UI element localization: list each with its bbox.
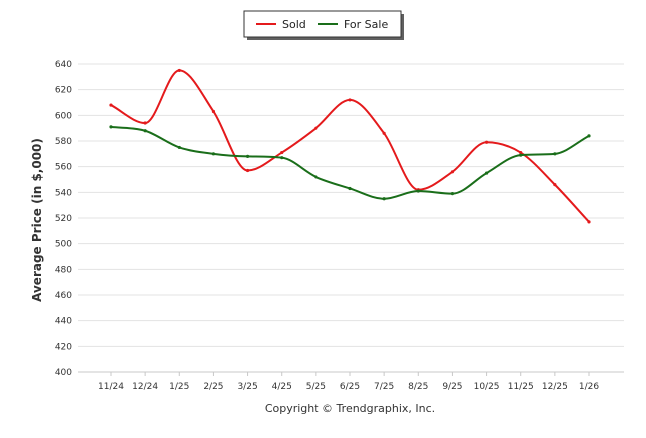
data-point-for-sale[interactable] xyxy=(245,154,250,158)
y-tick-label: 580 xyxy=(55,137,72,147)
series-line-sold[interactable] xyxy=(110,69,590,223)
data-point-sold[interactable] xyxy=(450,170,455,174)
data-point-sold[interactable] xyxy=(587,220,591,224)
x-tick-label: 5/25 xyxy=(306,382,326,392)
y-tick-label: 400 xyxy=(55,368,72,378)
data-point-for-sale[interactable] xyxy=(143,129,147,133)
data-point-sold[interactable] xyxy=(245,168,250,173)
series-group xyxy=(109,68,591,224)
x-tick-label: 10/25 xyxy=(474,382,500,392)
data-point-for-sale[interactable] xyxy=(450,192,455,196)
data-point-for-sale[interactable] xyxy=(177,145,181,150)
x-tick-label: 1/26 xyxy=(579,382,599,392)
y-tick-label: 460 xyxy=(55,291,72,301)
data-point-sold[interactable] xyxy=(382,131,386,135)
y-tick-label: 500 xyxy=(55,240,72,250)
data-point-for-sale[interactable] xyxy=(211,152,216,156)
y-tick-label: 480 xyxy=(55,265,72,275)
x-tick-label: 9/25 xyxy=(442,382,462,392)
y-tick-label: 640 xyxy=(55,60,72,70)
data-point-for-sale[interactable] xyxy=(314,175,318,179)
data-point-sold[interactable] xyxy=(484,140,489,144)
x-tick-label: 1/25 xyxy=(169,382,189,392)
data-point-for-sale[interactable] xyxy=(382,197,386,201)
data-point-for-sale[interactable] xyxy=(553,152,557,156)
data-point-sold[interactable] xyxy=(348,98,352,102)
data-point-for-sale[interactable] xyxy=(416,189,420,193)
x-tick-label: 11/25 xyxy=(508,382,534,392)
x-tick-label: 2/25 xyxy=(203,382,223,392)
y-tick-label: 420 xyxy=(55,342,72,352)
x-tick-label: 3/25 xyxy=(237,382,257,392)
y-tick-label: 620 xyxy=(55,86,72,96)
data-point-sold[interactable] xyxy=(553,183,557,187)
data-point-sold[interactable] xyxy=(211,109,216,114)
y-tick-label: 520 xyxy=(55,214,72,224)
series-for-sale xyxy=(109,125,591,201)
x-tick-label: 12/25 xyxy=(542,382,568,392)
legend: Sold For Sale xyxy=(243,10,404,40)
x-tick-label: 4/25 xyxy=(272,382,292,392)
x-tick-label: 6/25 xyxy=(340,382,360,392)
series-sold xyxy=(109,68,591,224)
data-point-sold[interactable] xyxy=(109,103,113,107)
x-tick-label: 7/25 xyxy=(374,382,394,392)
data-point-sold[interactable] xyxy=(280,150,284,155)
data-point-for-sale[interactable] xyxy=(484,171,489,175)
axes: 400 420 440 460 480 500 520 540 560 580 600 620 640 1… xyxy=(55,60,624,392)
y-axis-title: Average Price (in $,000) xyxy=(30,138,44,302)
data-point-for-sale[interactable] xyxy=(587,134,591,138)
data-point-sold[interactable] xyxy=(519,150,523,155)
data-point-for-sale[interactable] xyxy=(280,156,284,160)
x-tick-label: 11/24 xyxy=(98,382,124,392)
x-tick-label: 8/25 xyxy=(408,382,428,392)
legend-label-for-sale[interactable]: For Sale xyxy=(344,18,388,31)
y-tick-label: 440 xyxy=(55,317,72,327)
data-point-sold[interactable] xyxy=(177,68,181,73)
data-point-sold[interactable] xyxy=(314,126,318,130)
x-tick-label: 12/24 xyxy=(132,382,158,392)
y-tick-label: 560 xyxy=(55,163,72,173)
y-tick-label: 600 xyxy=(55,111,72,121)
grid xyxy=(78,63,624,347)
legend-label-sold[interactable]: Sold xyxy=(282,18,306,31)
y-tick-label: 540 xyxy=(55,188,72,198)
data-point-for-sale[interactable] xyxy=(109,125,113,129)
data-point-sold[interactable] xyxy=(143,121,147,125)
data-point-for-sale[interactable] xyxy=(348,186,352,191)
copyright-footer: Copyright © Trendgraphix, Inc. xyxy=(265,402,435,415)
data-point-for-sale[interactable] xyxy=(519,153,523,157)
